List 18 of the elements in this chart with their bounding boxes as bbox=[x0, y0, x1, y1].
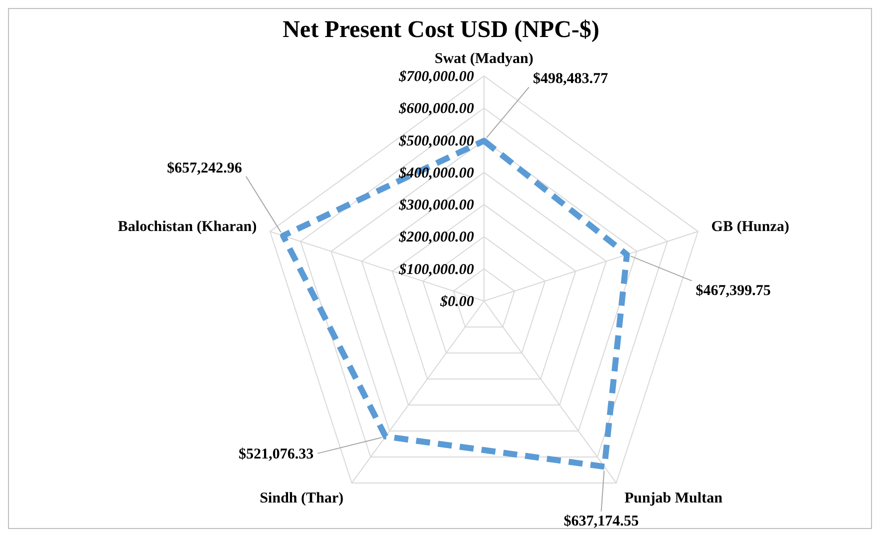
data-label: $657,242.96 bbox=[166, 160, 242, 176]
spoke-label: GB (Hunza) bbox=[711, 218, 790, 235]
data-label: $467,399.75 bbox=[696, 282, 771, 299]
y-tick-label: $200,000.00 bbox=[398, 230, 474, 246]
y-tick-label: $500,000.00 bbox=[398, 133, 474, 150]
spoke-label: Swat (Madyan) bbox=[434, 51, 534, 67]
y-tick-label: $0.00 bbox=[439, 294, 474, 310]
chart-title: Net Present Cost USD (NPC-$) bbox=[282, 17, 600, 44]
data-label: $498,483.77 bbox=[532, 71, 608, 88]
y-tick-label: $700,000.00 bbox=[398, 69, 474, 85]
y-tick-label: $100,000.00 bbox=[398, 262, 474, 278]
data-label: $637,174.55 bbox=[564, 514, 639, 530]
data-label: $521,076.33 bbox=[238, 446, 314, 462]
spoke-label: Balochistan (Kharan) bbox=[118, 218, 257, 235]
y-tick-label: $300,000.00 bbox=[398, 198, 474, 214]
spoke-label: Punjab Multan bbox=[624, 490, 724, 507]
spoke-label: Sindh (Thar) bbox=[260, 490, 344, 507]
y-tick-label: $600,000.00 bbox=[398, 101, 474, 118]
